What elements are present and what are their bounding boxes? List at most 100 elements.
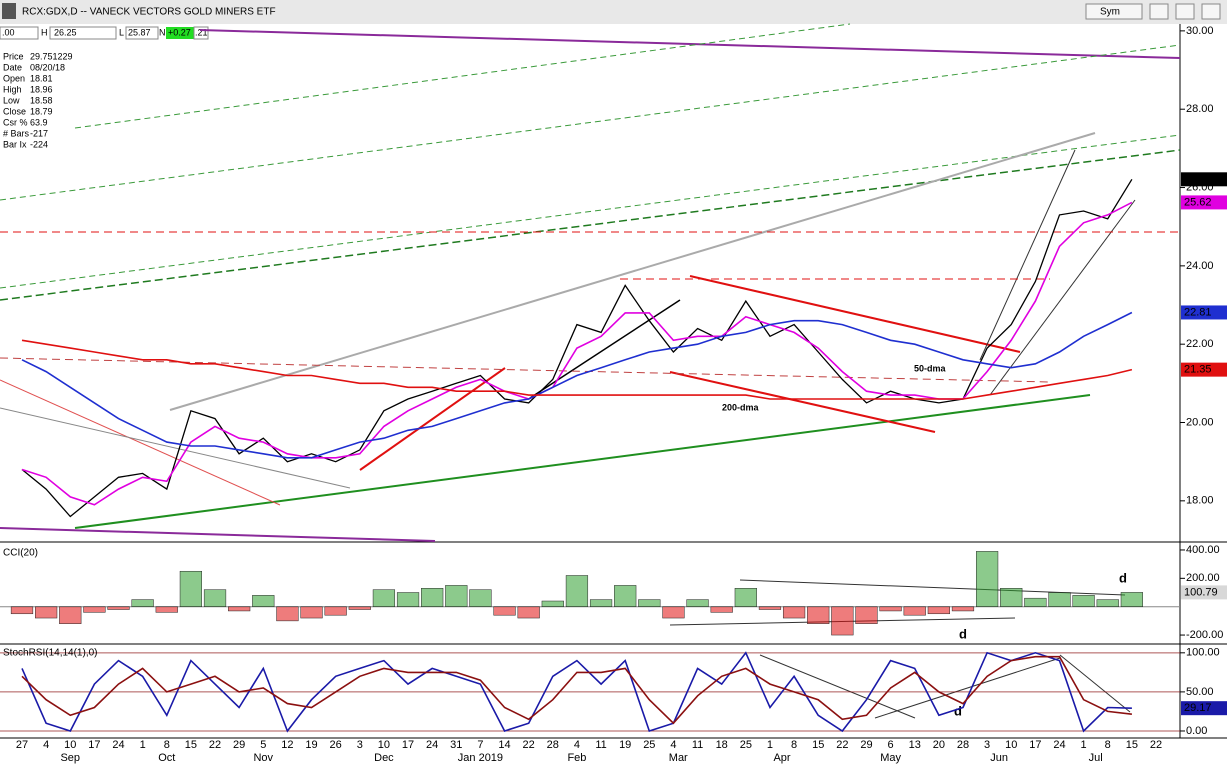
bar (35, 606, 58, 619)
x-tick-label: 26 (330, 739, 342, 751)
x-tick-label: 11 (692, 739, 703, 751)
x-tick-label: 28 (547, 739, 559, 751)
app-icon (2, 3, 16, 19)
bar (324, 606, 347, 616)
x-tick-label: 14 (498, 739, 510, 751)
x-tick-label: 10 (64, 739, 76, 751)
x-tick-label: 7 (477, 739, 483, 751)
month-label: Mar (669, 752, 688, 764)
x-tick-label: 15 (812, 739, 824, 751)
info-label: Close (3, 106, 26, 116)
x-tick-label: 1 (1081, 739, 1087, 751)
info-label: Csr % (3, 117, 28, 127)
info-value: 18.58 (30, 95, 53, 105)
value-tag-label: 100.79 (1184, 586, 1218, 598)
trend-line (529, 299, 681, 399)
trend-line (1059, 654, 1131, 713)
y-tick-label: 22.00 (1186, 338, 1214, 350)
info-label: Price (3, 51, 24, 61)
month-label: Apr (773, 752, 790, 764)
bar (951, 606, 975, 612)
trend-line (74, 23, 851, 129)
bar (1000, 588, 1023, 607)
x-tick-label: 24 (426, 739, 438, 751)
x-tick-label: 11 (595, 739, 606, 751)
x-tick-label: 25 (740, 739, 752, 751)
x-tick-label: 17 (88, 739, 100, 751)
x-tick-label: 22 (1150, 739, 1162, 751)
value-tag-label: 25.62 (1184, 196, 1212, 208)
bar (758, 606, 782, 610)
series-line (21, 339, 1133, 400)
field (125, 26, 159, 40)
y-tick-label: 20.00 (1186, 416, 1214, 428)
info-value: 18.81 (30, 73, 53, 83)
month-label: Jul (1089, 752, 1103, 764)
series-line (21, 201, 1133, 506)
y-tick-label: 50.00 (1186, 686, 1214, 698)
value-tag (1181, 701, 1227, 716)
x-tick-label: 10 (1005, 739, 1017, 751)
value-tag-label: 22.81 (1184, 306, 1212, 318)
bar (638, 599, 661, 607)
month-label: Jun (990, 752, 1008, 764)
y-tick-label: 400.00 (1186, 544, 1220, 556)
close-button[interactable] (1201, 3, 1221, 20)
info-value: 63.9 (30, 117, 48, 127)
x-tick-label: 22 (836, 739, 848, 751)
y-tick-label: 24.00 (1186, 260, 1214, 272)
bar (493, 606, 516, 616)
bar (300, 606, 323, 619)
x-tick-label: 24 (1053, 739, 1065, 751)
x-tick-label: 1 (767, 739, 773, 751)
y-tick-label: 28.00 (1186, 103, 1214, 115)
bar (155, 606, 178, 613)
x-tick-label: 4 (670, 739, 676, 751)
bar (1120, 592, 1143, 607)
y-tick-label: 0.00 (1186, 725, 1207, 737)
bar (831, 606, 854, 636)
x-tick-label: 18 (716, 739, 728, 751)
x-tick-label: 17 (402, 739, 414, 751)
bar (589, 599, 613, 607)
bar (348, 606, 371, 610)
x-tick-label: 3 (357, 739, 363, 751)
trend-line (0, 407, 351, 489)
y-tick-label: -200.00 (1186, 629, 1223, 641)
x-tick-label: 10 (378, 739, 390, 751)
bar (1048, 592, 1071, 607)
month-label: Dec (374, 752, 394, 764)
bar (517, 606, 540, 619)
minimize-button[interactable] (1149, 3, 1169, 20)
bar (565, 575, 589, 607)
info-label: Open (3, 73, 25, 83)
bar (83, 606, 106, 613)
trend-line (199, 29, 1181, 59)
bar (855, 606, 878, 624)
panel-title: CCI(20) (3, 548, 38, 559)
field-text: N (159, 27, 166, 37)
info-value: -224 (30, 139, 48, 149)
maximize-button[interactable] (1175, 3, 1195, 20)
x-tick-label: 20 (933, 739, 945, 751)
x-tick-label: 29 (233, 739, 245, 751)
value-tag (1181, 195, 1227, 210)
info-label: Low (3, 95, 20, 105)
bar (421, 588, 444, 607)
y-tick-label: 100.00 (1186, 647, 1220, 659)
info-label: Bar Ix (3, 139, 27, 149)
x-tick-label: 1 (140, 739, 146, 751)
sym-button[interactable] (1085, 3, 1143, 20)
series-line (21, 178, 1133, 518)
sym-button-label[interactable]: Sym (1100, 7, 1120, 18)
y-tick-label: 30.00 (1186, 25, 1214, 37)
field (0, 26, 39, 40)
bar (396, 592, 420, 607)
field-text: 26.25 (54, 27, 77, 37)
field-text: L (119, 27, 124, 37)
info-label: Date (3, 62, 22, 72)
field-text: H (41, 27, 48, 37)
trend-line (0, 134, 1181, 289)
x-tick-label: 8 (1105, 739, 1111, 751)
